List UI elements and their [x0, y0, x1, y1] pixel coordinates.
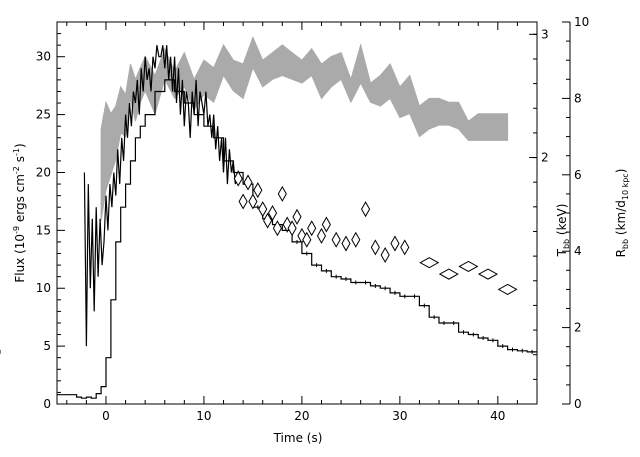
radius-band-layer [100, 35, 509, 221]
flux-label-sup2: -2 [12, 166, 21, 174]
temperature-diamond [458, 260, 479, 273]
flux-jagged-layer [83, 45, 238, 347]
radius-axis: 0 2 4 6 8 10 [562, 15, 589, 411]
radius-tick-label: 10 [574, 15, 589, 29]
temperature-diamond [292, 208, 302, 225]
x-axis-ticks: 0 10 20 30 40 [66, 22, 538, 423]
flux-label-sup1: -9 [12, 226, 21, 234]
temperature-diamond [360, 201, 371, 218]
temperature-diamond [263, 212, 273, 229]
flux-label-mid: ergs cm [13, 174, 27, 226]
flux-axis-label: Flux (10-9 ergs cm-2 s-1) [12, 143, 27, 282]
temperature-diamond [316, 227, 327, 244]
temperature-axis-label: Tbb (keV) [555, 204, 571, 258]
x-tick-label: 10 [196, 409, 211, 423]
flux-tick-label: 30 [36, 50, 51, 64]
temperature-diamond [331, 231, 341, 248]
temperature-diamond [272, 220, 282, 237]
temperature-diamond-layer [233, 170, 518, 295]
temperature-diamond [390, 235, 400, 252]
flux-label-main: Flux (10 [13, 234, 27, 283]
x-tick-label: 30 [392, 409, 407, 423]
radius-tick-label: 4 [574, 244, 582, 258]
flux-tick-label: 10 [36, 281, 51, 295]
temperature-diamond [302, 231, 312, 248]
temperature-axis: 23 [529, 22, 549, 404]
radius-label-end: ) [614, 169, 628, 174]
flux-jagged-line [83, 45, 238, 347]
temperature-diamond [438, 268, 459, 280]
radius-label-mid: (km/d [614, 200, 628, 239]
temperature-diamond [253, 182, 263, 199]
temperature-diamond [267, 204, 278, 222]
temperature-diamond [287, 220, 297, 237]
temp-label-end: (keV) [555, 204, 569, 239]
temperature-diamond [258, 201, 268, 218]
temperature-diamond [307, 220, 317, 237]
flux-label-sup3: -1 [12, 148, 21, 156]
temp-label-sub: bb [562, 239, 571, 249]
radius-axis-label: Rbb (km/d10 kpc) [614, 169, 630, 258]
temperature-diamond [233, 170, 243, 187]
temperature-diamond [477, 268, 499, 280]
temperature-diamond [277, 185, 287, 202]
flux-tick-label: 5 [43, 339, 51, 353]
x-axis-label: Time (s) [273, 431, 323, 445]
temperature-diamond [400, 239, 410, 256]
radius-tick-label: 0 [574, 397, 582, 411]
temperature-diamond [238, 193, 248, 210]
radius-tick-label: 8 [574, 91, 582, 105]
temperature-diamond [341, 235, 351, 252]
flux-tick-label: 15 [36, 223, 51, 237]
temp-tick-label: 2 [541, 151, 549, 165]
x-tick-label: 40 [490, 409, 505, 423]
radius-label-sub: bb [621, 239, 630, 249]
temperature-diamond [370, 239, 380, 256]
flux-label-mid2: s [13, 156, 27, 166]
temperature-diamond [248, 193, 258, 210]
radius-tick-label: 6 [574, 168, 582, 182]
flux-tick-label: 20 [36, 165, 51, 179]
radius-band [100, 35, 509, 221]
flux-tick-label: 0 [43, 397, 51, 411]
flux-axis-ticks: 0 5 10 15 20 25 30 [36, 21, 65, 411]
temperature-diamond [497, 283, 518, 295]
temperature-diamond [351, 231, 361, 248]
temp-label-main: T [555, 248, 569, 257]
temperature-diamond [243, 174, 253, 191]
radius-label-sub2: 10 kpc [621, 173, 630, 200]
temperature-diamond [321, 216, 331, 233]
flux-label-end: ) [13, 143, 27, 148]
radius-label-main: R [614, 249, 628, 257]
radius-tick-label: 2 [574, 321, 582, 335]
x-tick-label: 0 [102, 409, 110, 423]
x-tick-label: 20 [294, 409, 309, 423]
flux-tick-label: 25 [36, 108, 51, 122]
temperature-diamond [419, 257, 440, 269]
temperature-diamond [380, 247, 390, 264]
temp-tick-label: 3 [541, 27, 549, 41]
